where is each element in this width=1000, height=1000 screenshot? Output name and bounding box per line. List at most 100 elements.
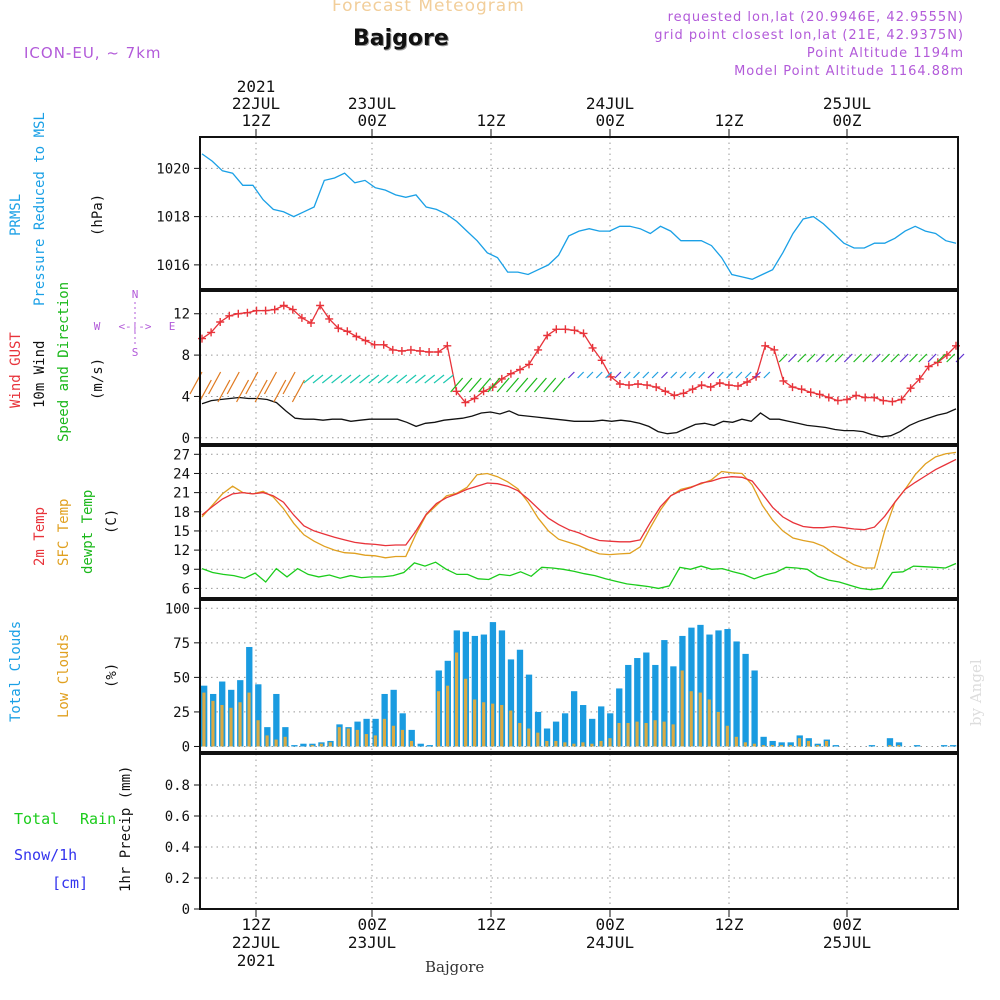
line-wind-gust-marker [788,383,797,392]
bar-low-clouds [716,711,720,747]
time-label-top-date: 25JUL [823,94,871,113]
y-tick-label: 25 [173,705,190,721]
wind-direction-arrow [577,371,585,379]
bar-low-clouds [635,721,639,747]
line-wind-gust-marker [552,325,561,334]
line-wind-gust-marker [597,356,606,365]
bar-total-clouds [706,634,713,747]
line-wind-gust-marker [561,325,570,334]
line-wind-gust-marker [697,381,706,390]
wind-direction-arrow [282,371,296,395]
label-cm: [cm] [52,874,89,892]
bar-low-clouds [355,729,359,747]
bar-low-clouds [752,743,756,747]
wind-direction-arrow [595,371,603,379]
bar-total-clouds [607,713,614,747]
line-wind-gust-marker [815,390,824,399]
time-label-bottom-date: 23JUL [348,933,396,952]
bar-total-clouds [507,659,515,747]
line-wind-gust-marker [316,301,325,310]
bar-low-clouds [464,678,468,747]
line-wind-gust-marker [443,341,452,350]
line-wind-gust-marker [461,398,470,407]
wind-direction-arrow [273,379,287,403]
line-wind-gust-marker [615,380,624,388]
bar-low-clouds [265,735,269,747]
bar-low-clouds [599,740,603,747]
bar-total-clouds [516,649,524,747]
bar-total-clouds [616,688,623,747]
y-tick-label: 75 [173,636,190,652]
line-wind-gust-marker [588,343,597,352]
bar-low-clouds [563,742,567,747]
bar-total-clouds [697,624,704,747]
line-wind-gust-marker [670,391,679,400]
wind-direction-arrow [552,377,566,393]
line-wind-gust-marker [661,387,670,396]
bar-total-clouds [886,738,894,747]
time-label-bottom-date: 25JUL [823,933,871,952]
bar-low-clouds [274,739,278,747]
y-tick-label: 9 [182,562,190,578]
bar-low-clouds [229,707,233,747]
bar-low-clouds [536,732,540,747]
bar-total-clouds [652,664,659,747]
line-wind-gust-marker [806,388,815,397]
y-tick-label: 50 [173,670,190,686]
wind-direction-arrow [567,371,575,379]
panel-frame [199,290,959,445]
wind-direction-arrow [321,374,333,384]
line-wind-gust-marker [361,336,370,345]
line-wind-gust-marker [679,389,688,398]
bar-total-clouds [543,728,551,747]
wind-direction-arrow [614,371,622,379]
y-tick-label: 12 [173,543,190,559]
line-wind-gust-marker [225,311,234,320]
y-tick-label: 0.6 [165,809,190,825]
bar-low-clouds [518,722,522,747]
bar-low-clouds [509,710,513,747]
bar-total-clouds [751,670,758,747]
wind-direction-arrow [651,371,659,379]
bar-low-clouds [337,727,341,747]
bar-total-clouds [940,745,948,747]
time-label-top-hour: 00Z [596,111,625,130]
line-wind-gust-marker [397,347,406,355]
y-tick-label: 1016 [156,258,190,274]
y-tick-label: 18 [173,505,190,521]
line-wind-gust-marker [779,376,788,385]
y-tick-label: 27 [173,447,190,463]
time-label-bottom-hour: 12Z [477,915,506,934]
line-10m-wind [201,396,957,438]
line-wind-gust-marker [261,306,270,315]
bar-total-clouds [742,653,749,747]
bar-total-clouds [661,640,668,747]
bar-low-clouds [707,699,711,747]
line-wind-gust-marker [543,331,552,340]
bar-total-clouds [949,745,957,747]
line-wind-gust-marker [634,380,642,388]
y-tick-label: 0 [182,431,190,447]
wind-direction-arrow [291,379,305,403]
bar-total-clouds [589,718,596,747]
wind-direction-arrow [405,374,417,384]
bar-low-clouds [310,745,314,747]
panel-frame [199,136,959,290]
bar-low-clouds [220,705,224,747]
label-rain: Rain [80,810,117,828]
time-label-top-hour: 12Z [477,111,506,130]
compass-n: N [132,288,139,301]
y-tick-label: 1018 [156,210,190,226]
bar-total-clouds [273,693,280,747]
bar-total-clouds [769,740,776,747]
line-wind-gust-marker [606,372,615,381]
wind-direction-arrow [543,377,557,393]
wind-direction-arrow [586,371,594,379]
wind-direction-arrow [217,379,231,403]
bar-total-clouds [598,706,605,747]
line-wind-gust-marker [879,396,888,405]
line-wind-gust-marker [406,345,415,354]
time-label-top-hour: 12Z [715,111,744,130]
line-wind-gust-marker [506,369,515,378]
